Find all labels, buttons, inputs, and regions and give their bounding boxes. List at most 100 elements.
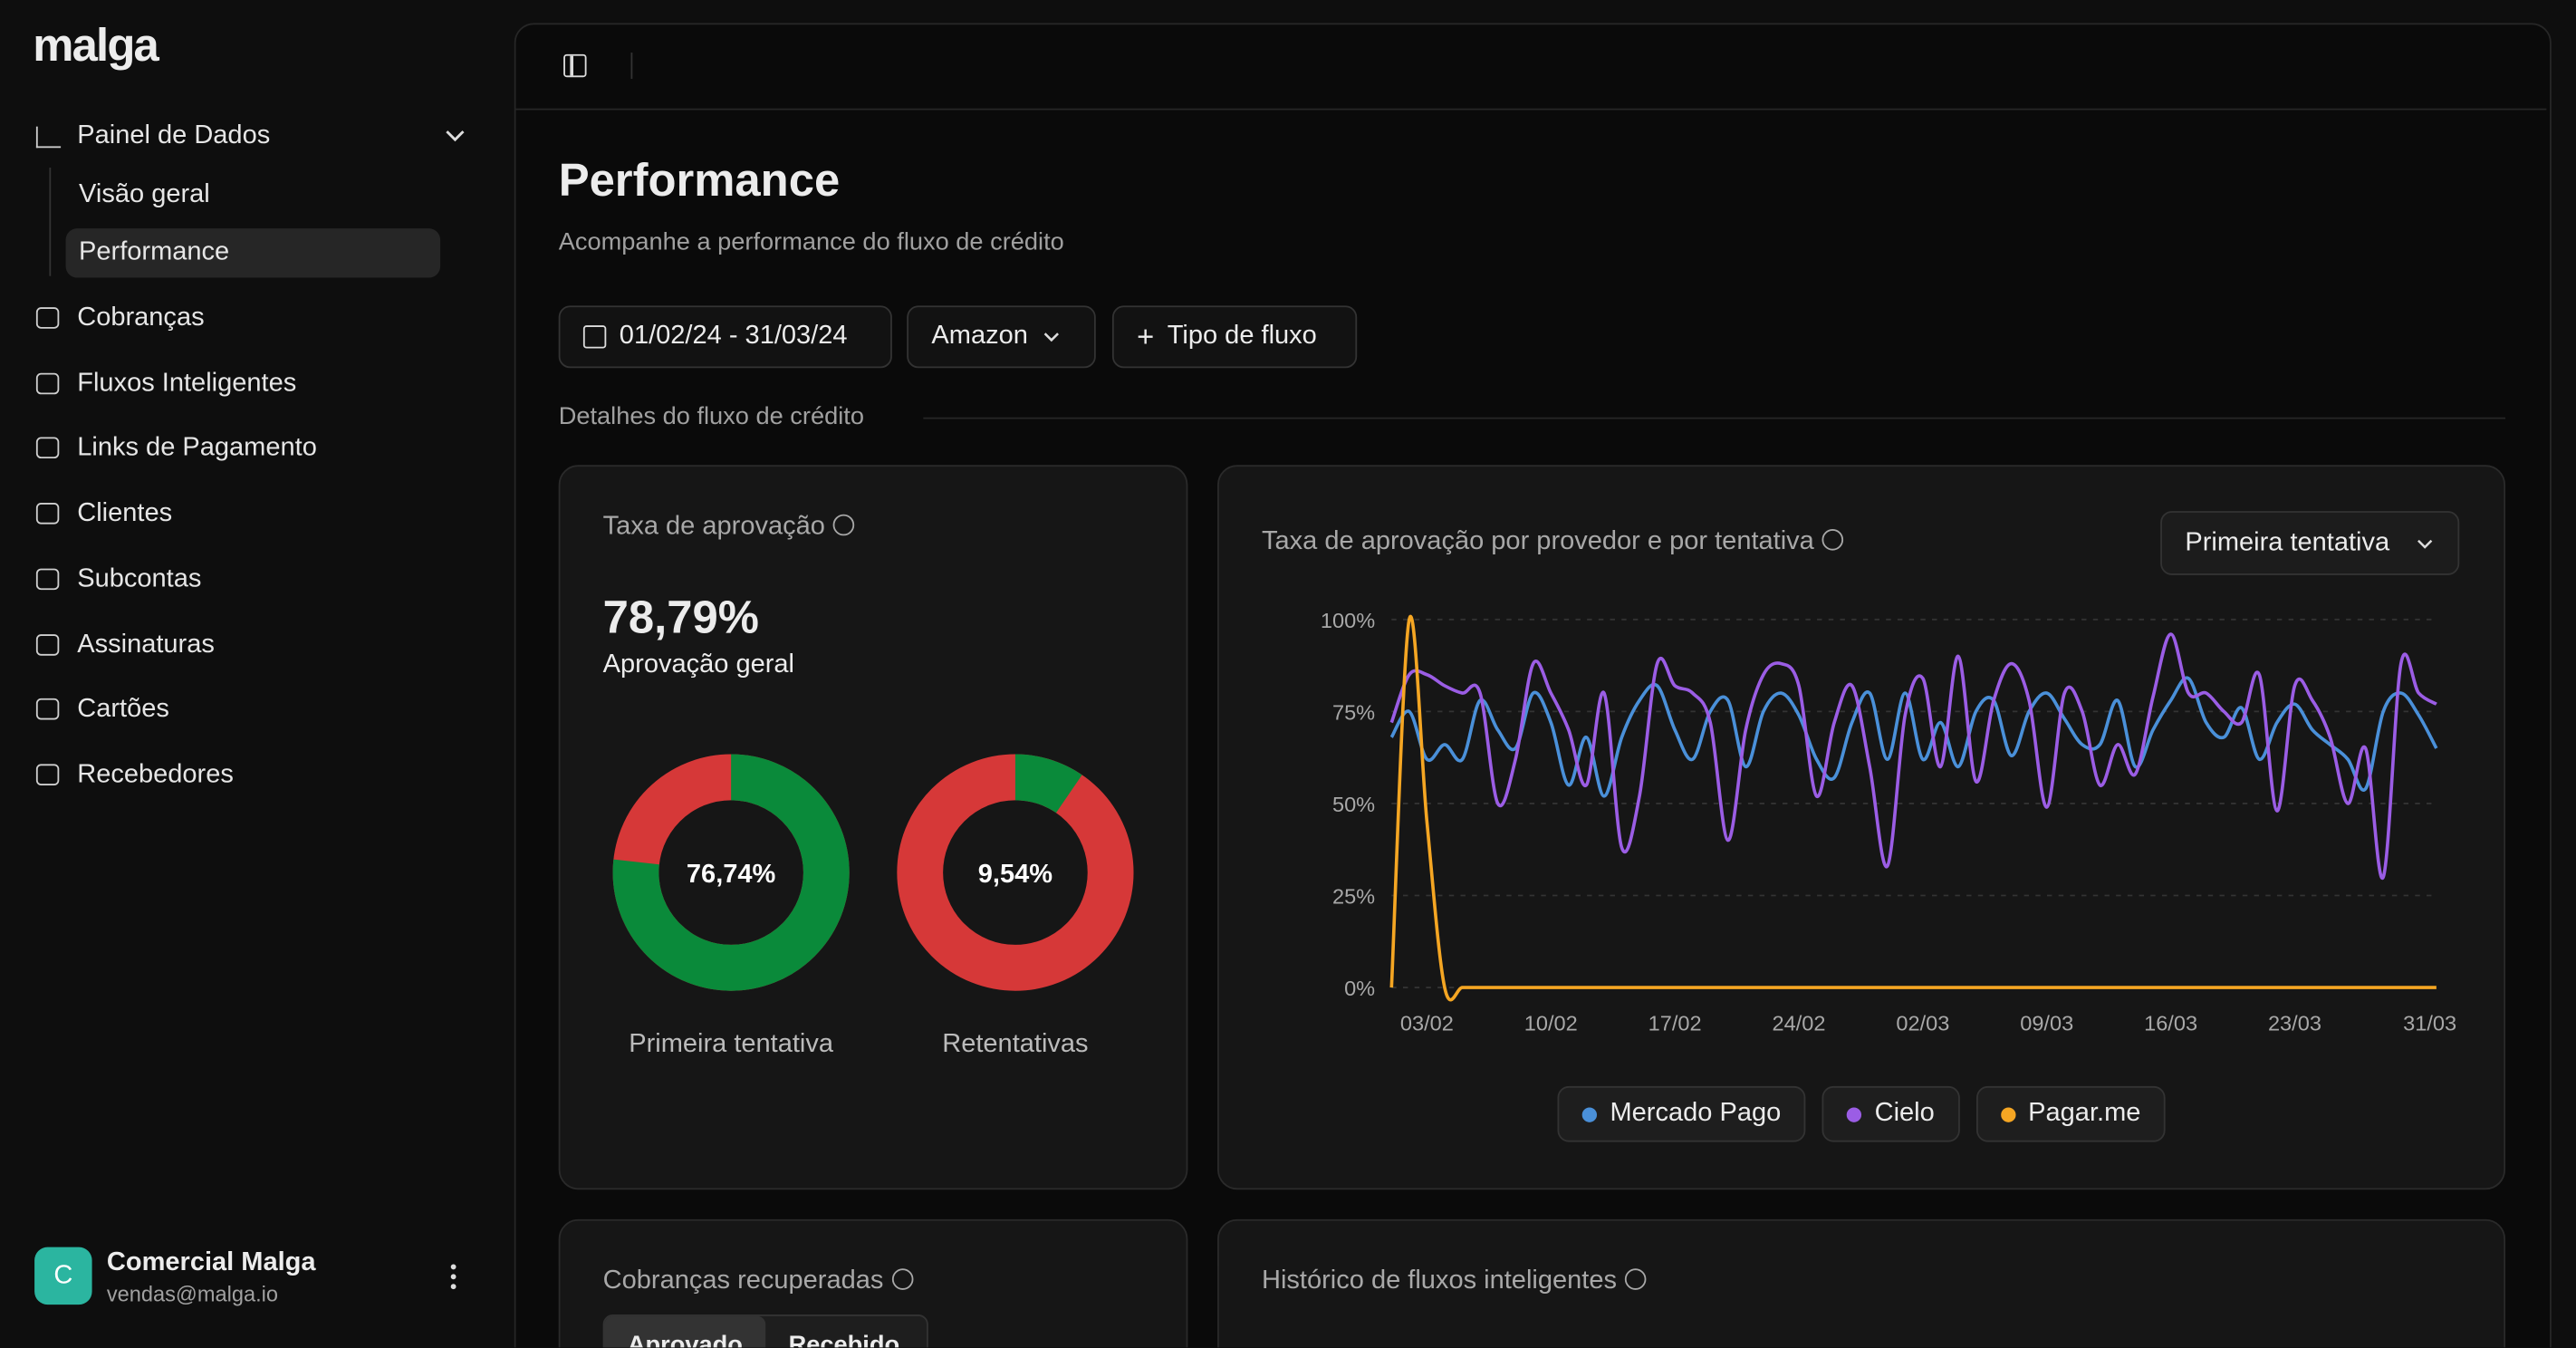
tab[interactable]: Recebido [788,1331,900,1348]
info-icon[interactable] [891,1268,914,1290]
page-subtitle: Acompanhe a performance do fluxo de créd… [558,228,1064,256]
attempt-label: Primeira tentativa [2185,528,2390,556]
tab[interactable]: Aprovado [604,1315,766,1348]
merchant-select[interactable]: Amazon [907,305,1096,369]
y-tick-label: 0% [1344,977,1375,1000]
card-title: Taxa de aprovação por provedor e por ten… [1261,527,1844,557]
card-title: Cobranças recuperadas [602,1266,914,1296]
y-tick-label: 75% [1332,700,1375,724]
legend-label: Cielo [1874,1099,1935,1128]
nav-icon [35,372,60,394]
legend-label: Pagar.me [2028,1099,2141,1128]
x-tick-label: 31/03 [2403,1011,2456,1035]
legend-item[interactable]: Mercado Pago [1557,1085,1806,1142]
y-tick-label: 50% [1332,793,1375,816]
header-separator [630,53,633,80]
donut-label: 9,54% [978,860,1053,889]
legend-swatch [2000,1106,2015,1122]
add-filter[interactable]: + Tipo de fluxo [1111,305,1358,369]
tree-line [49,168,52,276]
line [1389,676,2438,798]
nav-item[interactable]: Fluxos Inteligentes [77,369,297,398]
info-icon[interactable] [1625,1268,1647,1290]
line [1389,614,2437,1002]
legend: Mercado Pago Cielo Pagar.me [1217,1085,2505,1142]
page-title: Performance [558,154,841,206]
logo: malga [33,19,159,71]
active-bg [65,228,441,278]
nav-item[interactable]: Clientes [77,499,173,528]
nav-icon [35,698,60,720]
nav-item[interactable]: Links de Pagamento [77,434,317,463]
nav-item[interactable]: Recebedores [77,760,234,789]
y-tick-label: 100% [1321,609,1375,632]
x-tick-label: 23/03 [2268,1011,2321,1035]
user-name: Comercial Malga [106,1248,316,1277]
card-title-text: Cobranças recuperadas [602,1266,884,1295]
nav-icon [35,503,60,525]
info-icon[interactable] [832,514,855,536]
donut-arc [897,754,1134,991]
line [1389,632,2437,881]
nav-item[interactable]: Cartões [77,695,169,724]
section-divider [923,417,2506,419]
y-tick-label: 25% [1332,885,1375,909]
chevron [1043,332,1059,342]
donut-name: Primeira tentativa [629,1029,834,1058]
nav-section[interactable]: Painel de Dados [77,121,271,150]
nav-icon [35,633,60,655]
x-tick-label: 24/02 [1773,1011,1826,1035]
chart-card [1217,465,2506,1190]
card-title-text: Taxa de aprovação [602,512,825,541]
x-tick-label: 09/03 [2020,1011,2073,1035]
section-label: Detalhes do fluxo de crédito [558,402,864,431]
chevron [446,130,465,142]
menu-button[interactable] [447,1262,460,1292]
legend-label: Mercado Pago [1610,1099,1782,1128]
add-filter-label: Tipo de fluxo [1167,322,1317,351]
x-tick-label: 02/03 [1896,1011,1949,1035]
attempt-select[interactable]: Primeira tentativa [2160,511,2460,575]
nav-icon [35,764,60,785]
calendar-icon [582,325,607,349]
tabs: Aprovado Recebido [602,1314,928,1348]
card-title-text: Histórico de fluxos inteligentes [1261,1266,1617,1295]
date-range: 01/02/24 - 31/03/24 [619,322,848,351]
sidebar-toggle[interactable] [563,53,587,78]
plus-icon: + [1137,319,1155,353]
chevron [2417,538,2433,548]
donut-label: 76,74% [687,860,776,889]
x-tick-label: 16/03 [2144,1011,2197,1035]
donut-arc [612,754,850,991]
legend-swatch [1846,1106,1862,1122]
chart-title: Taxa de aprovação por provedor e por ten… [1261,527,1814,556]
x-tick-label: 17/02 [1648,1011,1702,1035]
legend-swatch [1581,1106,1597,1122]
legend-item[interactable]: Cielo [1821,1085,1959,1142]
nav-icon [35,568,60,590]
donut-name: Retentativas [942,1029,1088,1058]
nav-item[interactable]: Cobranças [77,303,205,332]
merchant: Amazon [931,322,1028,351]
x-tick-label: 10/02 [1524,1011,1578,1035]
history-card [1217,1218,2506,1348]
x-tick-label: 03/02 [1400,1011,1454,1035]
header-divider [515,108,2547,111]
card-title: Histórico de fluxos inteligentes [1262,1266,1647,1296]
nav-icon [35,438,60,459]
approval-caption: Aprovação geral [602,650,795,679]
date-filter[interactable]: 01/02/24 - 31/03/24 [558,305,892,369]
nav-item[interactable]: Performance [79,238,230,266]
user-email: vendas@malga.io [106,1281,279,1306]
nav-item[interactable]: Subcontas [77,564,202,593]
info-icon[interactable] [1821,529,1844,551]
nav-item[interactable]: Visão geral [79,180,210,209]
nav-item[interactable]: Assinaturas [77,630,215,659]
avatar: C [34,1247,92,1305]
approval-value: 78,79% [602,591,759,643]
legend-item[interactable]: Pagar.me [1975,1085,2166,1142]
nav-icon [35,307,60,329]
